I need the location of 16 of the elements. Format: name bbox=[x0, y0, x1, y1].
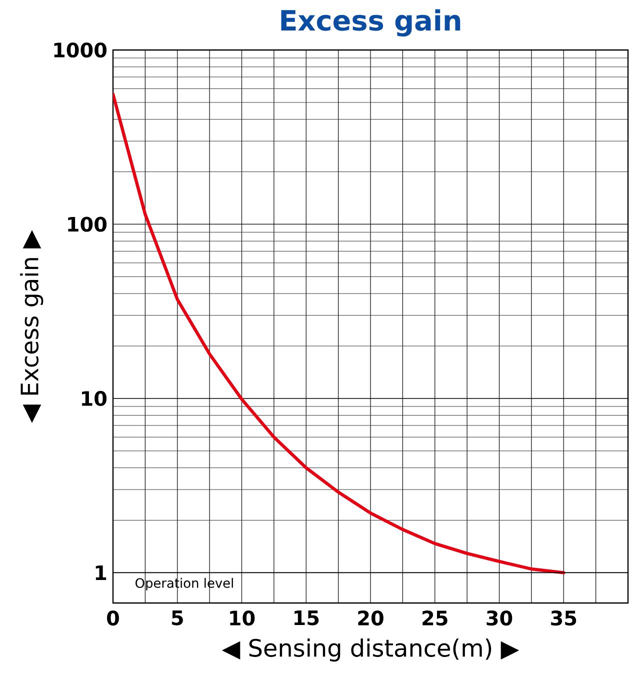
chart-title: Excess gain bbox=[281, 9, 460, 36]
x-tick-label: 35 bbox=[551, 610, 576, 626]
x-tick-label: 30 bbox=[486, 610, 512, 626]
y-tick-label: 1 bbox=[96, 565, 106, 580]
y-tick-label: 1000 bbox=[54, 42, 107, 58]
x-tick-label: 25 bbox=[422, 610, 448, 626]
x-tick-label: 15 bbox=[294, 610, 319, 626]
x-tick-label: 10 bbox=[230, 610, 255, 626]
x-tick-label: 5 bbox=[172, 610, 183, 626]
x-tick-label: 20 bbox=[358, 610, 384, 626]
line-series bbox=[113, 92, 566, 574]
y-tick-label: 100 bbox=[68, 216, 107, 232]
y-axis-title: ◀ Excess gain ▶ bbox=[20, 230, 44, 423]
x-axis-title: ◀ Sensing distance(m) ▶ bbox=[222, 638, 520, 662]
y-tick-label: 10 bbox=[82, 390, 107, 406]
x-tick-label: 0 bbox=[107, 610, 119, 626]
